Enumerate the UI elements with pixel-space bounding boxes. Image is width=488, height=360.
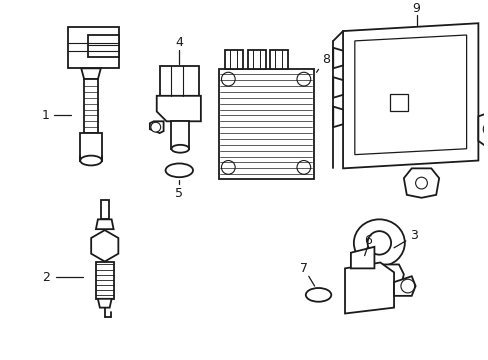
Polygon shape xyxy=(403,168,438,198)
Text: 8: 8 xyxy=(322,53,330,66)
Polygon shape xyxy=(354,35,466,155)
Polygon shape xyxy=(354,265,403,292)
Bar xyxy=(270,50,287,69)
Ellipse shape xyxy=(165,163,193,177)
Ellipse shape xyxy=(80,156,102,166)
Circle shape xyxy=(482,122,488,136)
Polygon shape xyxy=(393,276,415,296)
Polygon shape xyxy=(332,77,343,98)
Circle shape xyxy=(221,161,235,174)
Polygon shape xyxy=(81,68,101,79)
Bar xyxy=(68,27,119,68)
Polygon shape xyxy=(345,262,393,314)
Polygon shape xyxy=(157,96,201,121)
Bar xyxy=(218,69,313,179)
Circle shape xyxy=(415,177,427,189)
Bar xyxy=(225,50,243,69)
Bar xyxy=(160,66,199,96)
Text: 5: 5 xyxy=(175,187,183,201)
Text: 6: 6 xyxy=(363,234,371,247)
Bar xyxy=(389,94,407,112)
Text: 3: 3 xyxy=(409,229,417,242)
Polygon shape xyxy=(350,247,374,269)
Circle shape xyxy=(221,72,235,86)
Text: 9: 9 xyxy=(412,2,420,15)
Text: 2: 2 xyxy=(42,271,50,284)
Text: 1: 1 xyxy=(42,109,50,122)
Polygon shape xyxy=(91,230,118,261)
Bar xyxy=(247,50,265,69)
Bar xyxy=(80,133,102,161)
Ellipse shape xyxy=(171,145,189,153)
Bar xyxy=(84,79,98,133)
Polygon shape xyxy=(343,23,477,168)
Polygon shape xyxy=(332,48,343,68)
Bar xyxy=(171,121,189,149)
Ellipse shape xyxy=(305,288,330,302)
Polygon shape xyxy=(98,299,111,307)
Text: 7: 7 xyxy=(299,262,307,275)
Polygon shape xyxy=(96,219,113,229)
Polygon shape xyxy=(477,112,488,146)
Circle shape xyxy=(150,122,161,132)
Ellipse shape xyxy=(353,219,404,266)
Bar xyxy=(101,200,108,219)
Bar xyxy=(88,35,119,57)
Circle shape xyxy=(367,231,390,255)
Polygon shape xyxy=(332,107,343,127)
Polygon shape xyxy=(149,121,163,133)
Bar xyxy=(96,261,113,299)
Circle shape xyxy=(400,279,414,293)
Circle shape xyxy=(296,72,310,86)
Circle shape xyxy=(296,161,310,174)
Text: 4: 4 xyxy=(175,36,183,49)
